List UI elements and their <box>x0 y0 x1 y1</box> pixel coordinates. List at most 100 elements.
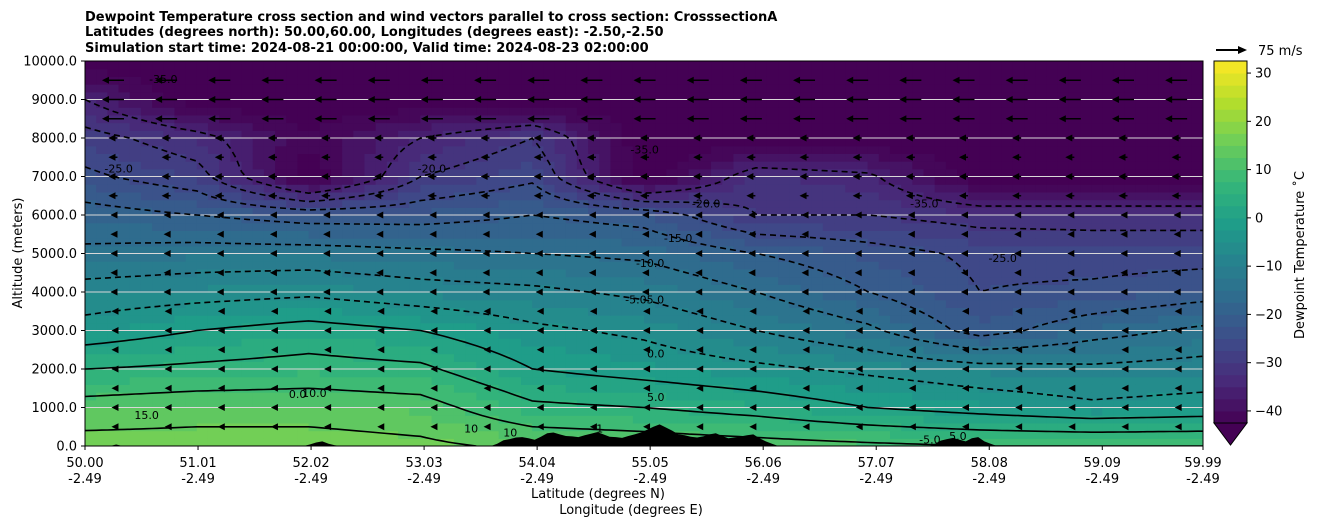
field-cell <box>1102 322 1115 332</box>
field-cell <box>420 299 433 308</box>
field-cell <box>554 191 567 201</box>
field-cell <box>901 130 913 139</box>
field-cell <box>599 161 612 170</box>
field-cell <box>1035 230 1048 239</box>
field-cell <box>174 261 187 270</box>
field-cell <box>140 384 153 393</box>
field-cell <box>152 68 164 77</box>
field-cell <box>766 153 779 162</box>
field-cell <box>789 191 802 201</box>
field-cell <box>364 161 377 170</box>
field-cell <box>487 153 500 162</box>
field-cell <box>465 353 477 362</box>
field-cell <box>96 184 108 193</box>
field-cell <box>241 230 254 239</box>
field-cell <box>755 61 768 70</box>
field-cell <box>968 430 980 439</box>
field-cell <box>107 215 120 224</box>
field-cell <box>565 61 578 70</box>
field-cell <box>1046 322 1059 332</box>
field-cell <box>789 330 802 339</box>
field-cell <box>297 361 310 370</box>
field-cell <box>621 61 634 70</box>
field-cell <box>532 61 544 70</box>
field-cell <box>1135 384 1148 393</box>
field-cell <box>632 122 645 131</box>
field-cell <box>1035 99 1048 108</box>
field-cell <box>196 415 209 424</box>
field-cell <box>442 407 455 416</box>
field-cell <box>498 222 511 231</box>
field-cell <box>554 138 567 147</box>
field-cell <box>677 145 690 154</box>
field-cell <box>644 91 656 101</box>
field-cell <box>1102 253 1115 262</box>
field-cell <box>901 376 913 385</box>
field-cell <box>543 330 556 339</box>
field-cell <box>107 438 120 446</box>
field-cell <box>588 168 600 178</box>
field-cell <box>398 407 410 416</box>
field-cell <box>934 168 947 178</box>
field-cell <box>588 68 600 77</box>
field-cell <box>666 369 679 378</box>
field-cell <box>152 268 164 278</box>
field-cell <box>1147 369 1159 378</box>
field-cell <box>1124 145 1137 154</box>
field-cell <box>621 292 634 301</box>
field-cell <box>1024 61 1036 70</box>
field-cell <box>722 268 735 278</box>
field-cell <box>979 384 992 393</box>
field-cell <box>532 430 544 439</box>
field-cell <box>185 330 198 339</box>
field-cell <box>308 299 321 308</box>
field-cell <box>1057 168 1070 178</box>
field-cell <box>711 99 723 108</box>
field-cell <box>1147 422 1159 432</box>
field-cell <box>442 122 455 131</box>
field-cell <box>990 268 1003 278</box>
field-cell <box>219 407 231 416</box>
field-cell <box>968 407 980 416</box>
field-cell <box>185 315 198 324</box>
field-cell <box>286 353 299 362</box>
field-cell <box>867 114 880 124</box>
field-cell <box>878 438 891 446</box>
field-cell <box>118 315 131 324</box>
field-cell <box>1158 276 1171 285</box>
field-cell <box>856 376 869 385</box>
field-cell <box>163 430 176 439</box>
field-cell <box>85 399 97 409</box>
field-cell <box>722 122 735 131</box>
field-cell <box>1024 161 1036 170</box>
field-cell <box>465 207 477 216</box>
field-cell <box>766 199 779 208</box>
field-cell <box>543 338 556 347</box>
field-cell <box>163 176 176 185</box>
field-cell <box>174 407 187 416</box>
field-cell <box>163 392 176 401</box>
field-cell <box>330 199 343 208</box>
field-cell <box>1001 68 1014 77</box>
field-cell <box>666 407 679 416</box>
field-cell <box>733 168 746 178</box>
field-cell <box>1068 230 1081 239</box>
field-cell <box>744 122 757 131</box>
field-cell <box>308 338 321 347</box>
field-cell <box>1191 107 1203 116</box>
field-cell <box>800 222 813 231</box>
field-cell <box>945 392 958 401</box>
field-cell <box>152 176 164 185</box>
field-cell <box>979 161 992 170</box>
field-cell <box>286 361 299 370</box>
field-cell <box>889 91 902 101</box>
field-cell <box>789 422 802 432</box>
field-cell <box>409 91 421 101</box>
field-cell <box>1169 399 1182 409</box>
field-cell <box>766 284 779 293</box>
field-cell <box>1080 245 1092 255</box>
field-cell <box>1102 268 1115 278</box>
field-cell <box>252 376 265 385</box>
field-cell <box>398 253 410 262</box>
field-cell <box>465 222 477 231</box>
